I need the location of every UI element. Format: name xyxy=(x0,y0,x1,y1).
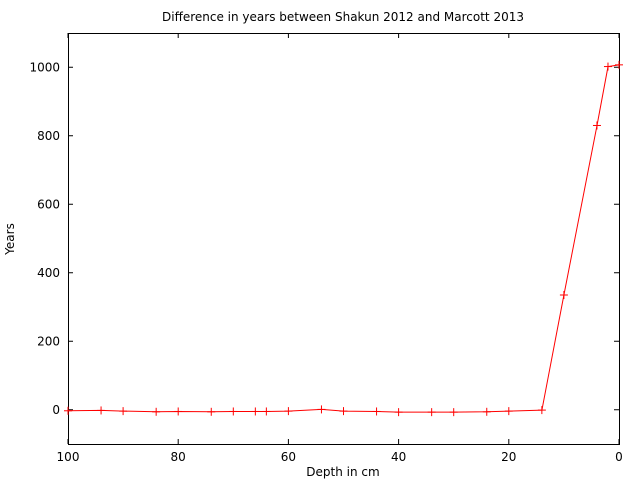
y-tick-label: 1000 xyxy=(29,60,60,74)
data-point xyxy=(152,407,161,416)
data-point xyxy=(504,407,513,416)
series-line xyxy=(67,64,620,413)
x-tick-label: 20 xyxy=(501,450,516,464)
x-tick-label: 60 xyxy=(281,450,296,464)
x-tick-label: 100 xyxy=(57,450,80,464)
data-point xyxy=(449,408,458,417)
x-axis-label: Depth in cm xyxy=(306,465,379,479)
x-tick-label: 0 xyxy=(615,450,623,464)
data-point xyxy=(262,407,271,416)
y-tick-labels: 0 200 400 600 800 1000 xyxy=(29,60,60,417)
x-tick-labels: 100 80 60 40 20 0 xyxy=(57,450,623,464)
data-point xyxy=(394,408,403,417)
data-point xyxy=(64,406,72,415)
data-point xyxy=(537,406,546,415)
data-point xyxy=(119,407,128,416)
data-point xyxy=(427,408,436,417)
data-point xyxy=(603,62,612,71)
data-point xyxy=(559,291,568,300)
plot-frame xyxy=(68,33,620,445)
data-point xyxy=(339,407,348,416)
data-point xyxy=(592,121,601,130)
y-tick-label: 400 xyxy=(37,266,60,280)
data-point xyxy=(284,407,293,416)
y-tick-label: 800 xyxy=(37,129,60,143)
y-tick-label: 200 xyxy=(37,334,60,348)
data-point xyxy=(229,407,238,416)
y-tick-label: 0 xyxy=(52,403,60,417)
series-layer xyxy=(64,60,623,417)
data-point xyxy=(207,407,216,416)
data-point xyxy=(482,407,491,416)
x-tick-label: 40 xyxy=(391,450,406,464)
data-point xyxy=(372,407,381,416)
data-point xyxy=(615,60,623,69)
data-point xyxy=(251,407,260,416)
y-tick-label: 600 xyxy=(37,197,60,211)
tick-marks xyxy=(67,33,620,444)
x-tick-label: 80 xyxy=(171,450,186,464)
y-axis-label: Years xyxy=(3,223,17,256)
data-point xyxy=(174,407,183,416)
chart-title: Difference in years between Shakun 2012 … xyxy=(162,10,524,24)
data-point xyxy=(317,405,326,414)
data-point xyxy=(97,406,106,415)
